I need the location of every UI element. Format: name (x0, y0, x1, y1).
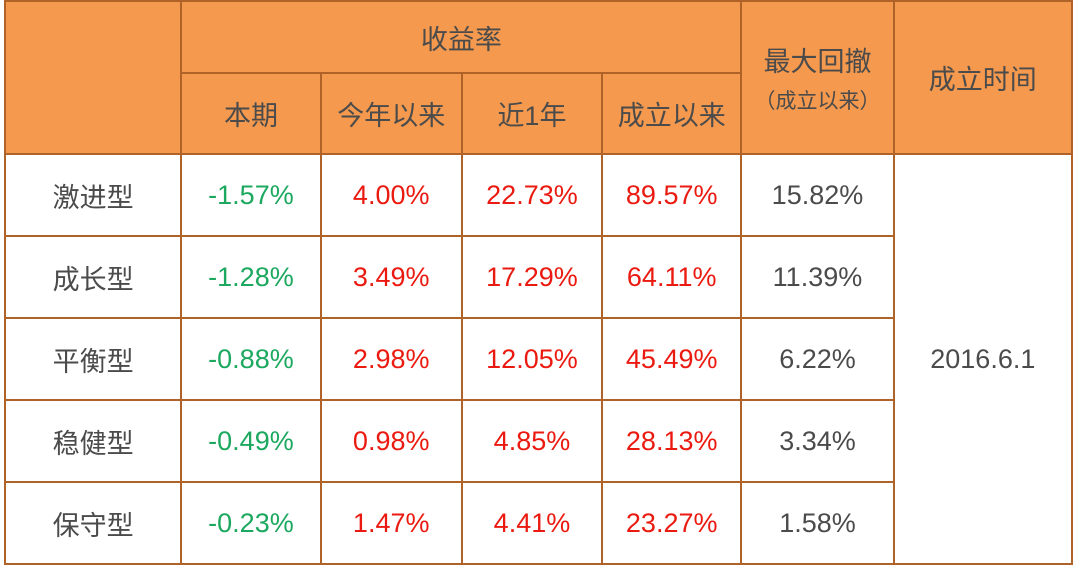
max-drawdown-header-line2: （成立以来） (754, 90, 881, 113)
row-label: 稳健型 (3, 399, 183, 483)
table-row-aggressive: 激进型 -1.57% 4.00% 22.73% 89.57% 15.82% 20… (3, 153, 1074, 565)
header-row-sub: 本期 今年以来 近1年 成立以来 (5, 72, 1072, 155)
value-max-drawdown: 6.22% (740, 317, 895, 401)
value-1year: 4.85% (460, 399, 604, 483)
value-max-drawdown: 15.82% (740, 153, 895, 237)
table-row-growth: 成长型 -1.28% 3.49% 17.29% 64.11% 11.39% (3, 235, 1072, 319)
value-current: -1.28% (180, 235, 322, 319)
row-label: 保守型 (3, 481, 183, 565)
value-1year: 17.29% (460, 235, 604, 319)
value-since-inception: 28.13% (601, 399, 743, 483)
value-since-inception: 23.27% (601, 481, 743, 565)
value-1year: 12.05% (460, 317, 604, 401)
value-ytd: 2.98% (319, 317, 463, 401)
value-max-drawdown: 1.58% (740, 481, 895, 565)
value-max-drawdown: 3.34% (740, 399, 895, 483)
row-label: 成长型 (3, 235, 183, 319)
inception-date-header: 成立时间 (892, 0, 1074, 155)
value-since-inception: 64.11% (601, 235, 743, 319)
row-label: 激进型 (3, 153, 183, 237)
col-header-current: 本期 (180, 72, 322, 155)
value-current: -0.88% (180, 317, 322, 401)
table-row-steady: 稳健型 -0.49% 0.98% 4.85% 28.13% 3.34% (3, 399, 1072, 483)
inception-date-cell: 2016.6.1 (892, 153, 1074, 565)
value-current: -0.23% (180, 481, 322, 565)
max-drawdown-header-line1: 最大回撤 (763, 47, 872, 77)
value-1year: 22.73% (460, 153, 604, 237)
value-ytd: 3.49% (319, 235, 463, 319)
value-1year: 4.41% (460, 481, 604, 565)
table-header: 收益率 最大回撤 （成立以来） 成立时间 本期 今年以来 近1年 成立以来 (3, 0, 1074, 155)
col-header-ytd: 今年以来 (319, 72, 463, 155)
header-row-group: 收益率 最大回撤 （成立以来） 成立时间 (3, 0, 1074, 155)
fund-performance-table: 收益率 最大回撤 （成立以来） 成立时间 本期 今年以来 近1年 成立以来 激进… (3, 0, 1074, 565)
table-row-conservative: 保守型 -0.23% 1.47% 4.41% 23.27% 1.58% (3, 481, 1072, 565)
value-ytd: 4.00% (319, 153, 463, 237)
value-current: -1.57% (180, 153, 322, 237)
value-ytd: 0.98% (319, 399, 463, 483)
value-since-inception: 45.49% (601, 317, 743, 401)
col-header-since-inception: 成立以来 (601, 72, 743, 155)
value-max-drawdown: 11.39% (740, 235, 895, 319)
returns-group-header: 收益率 (180, 0, 743, 74)
table-row-balanced: 平衡型 -0.88% 2.98% 12.05% 45.49% 6.22% (3, 317, 1072, 401)
col-header-1year: 近1年 (460, 72, 604, 155)
corner-cell (3, 0, 183, 155)
max-drawdown-header: 最大回撤 （成立以来） (740, 0, 895, 155)
table-body: 激进型 -1.57% 4.00% 22.73% 89.57% 15.82% 20… (3, 153, 1074, 565)
value-current: -0.49% (180, 399, 322, 483)
value-since-inception: 89.57% (601, 153, 743, 237)
value-ytd: 1.47% (319, 481, 463, 565)
row-label: 平衡型 (3, 317, 183, 401)
